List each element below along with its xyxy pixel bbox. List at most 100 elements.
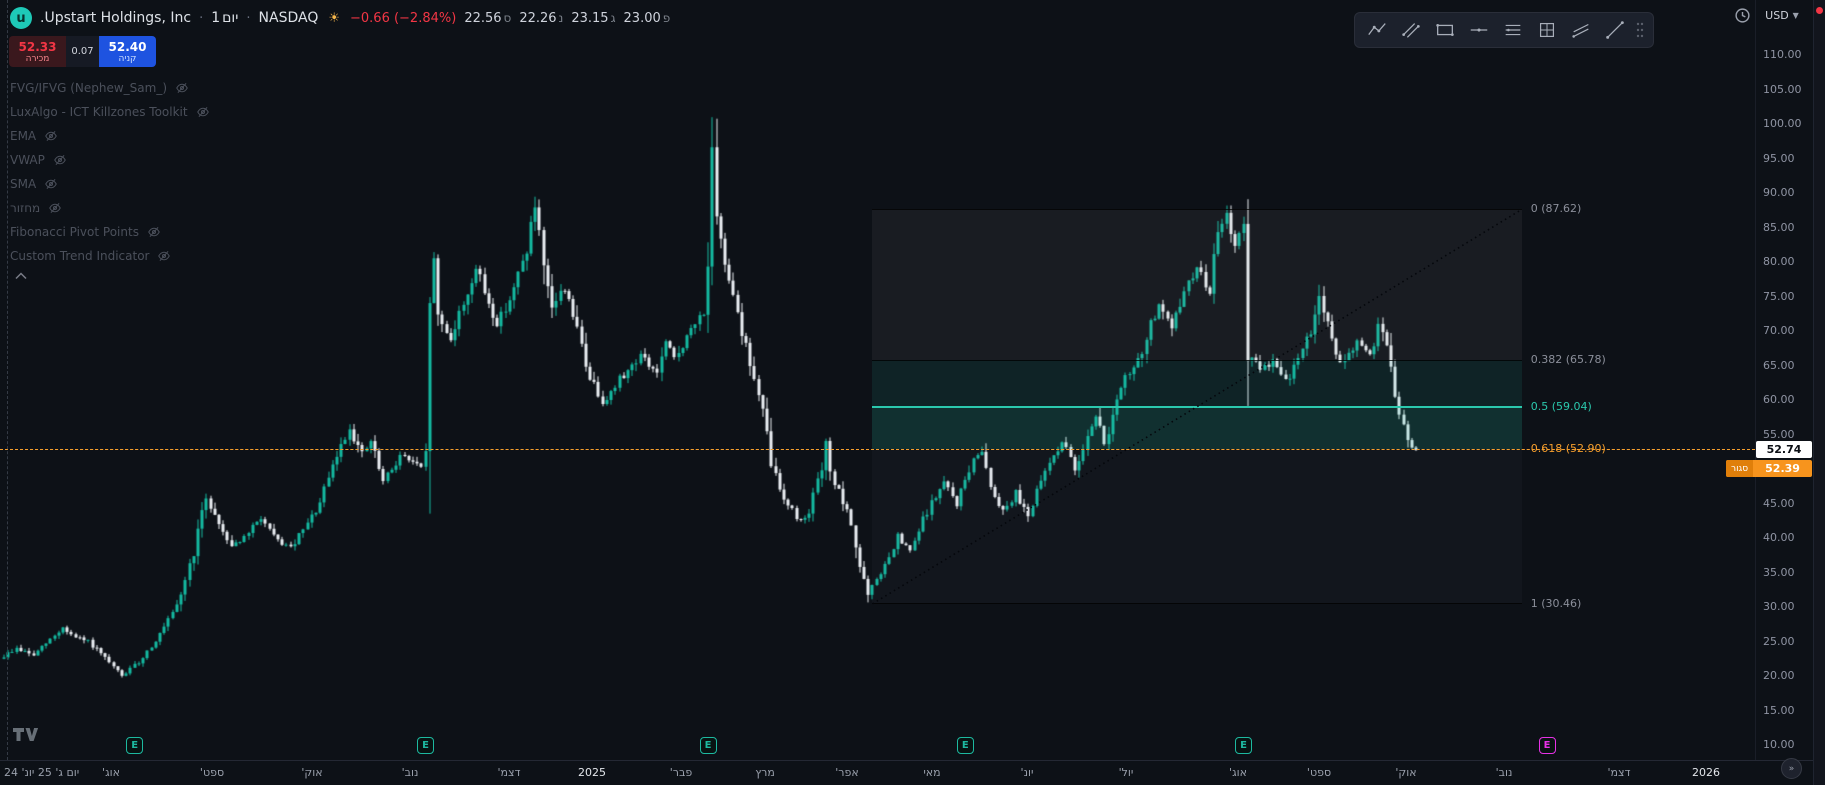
measure-tool-button[interactable] [1599,15,1631,45]
indicator-row[interactable]: מחזור [10,196,210,220]
market-clock-icon[interactable] [1734,7,1751,28]
price-levels-tool-button[interactable] [1497,15,1529,45]
time-axis-label: מאי [923,766,941,779]
interval-value[interactable]: 1 [211,10,221,26]
separator: · [246,10,251,26]
price-scale-label: 40.00 [1763,531,1795,544]
time-axis-label: דצמ' [1607,766,1631,779]
buy-label: קניה [118,53,137,64]
earnings-badge[interactable]: E [699,737,717,754]
eye-off-icon [45,179,58,189]
indicator-list: FVG/IFVG (Nephew_Sam_) LuxAlgo - ICT Kill… [10,76,210,268]
price-scale-label: 70.00 [1763,324,1795,337]
toolbar-drag-handle[interactable] [1633,15,1647,45]
separator: · [199,10,204,26]
earnings-badge[interactable]: E [1235,737,1252,754]
ohlc-open: 23.00 פ [623,10,671,26]
horizontal-line-tool-button[interactable] [1463,15,1495,45]
buy-button[interactable]: 52.40 קניה [99,36,156,67]
indicator-row[interactable]: VWAP [10,148,210,172]
drawing-toolbar [1354,12,1654,48]
collapse-indicators-button[interactable] [12,268,30,283]
indicator-label: SMA [10,177,37,191]
time-axis-label: ספט' [1306,766,1332,779]
trend-polyline-tool-button[interactable] [1361,15,1393,45]
crosshair-vertical-line [7,0,8,760]
price-scale-label: 85.00 [1763,220,1795,234]
chevron-down-icon: ▼ [1792,10,1799,20]
indicator-label: FVG/IFVG (Nephew_Sam_) [10,81,168,95]
trade-panel: 52.33 מכירה 0.07 52.40 קניה [9,36,156,67]
crosshair-date-label: יום ג' 25 יונ' 24 [4,766,80,779]
earnings-badge[interactable]: E [956,737,974,754]
fib-box-tool-button[interactable] [1531,15,1563,45]
eye-off-icon [148,227,160,237]
angle-lines-tool-button[interactable] [1565,15,1597,45]
time-scale[interactable]: יום ג' 25 יונ' 24 אוג' ספט' אוק' נוב' דצמ' 20… [0,760,1825,785]
price-scale[interactable]: 110.00 105.00 100.00 95.00 90.00 85.00 80.00 75… [1755,0,1813,760]
time-axis-label: פבר' [669,766,693,779]
grip-dots-icon [1636,22,1644,38]
price-scale-label: 20.00 [1763,669,1795,682]
ohlc-close: 22.56 ס [464,10,512,26]
indicator-label: מחזור [10,201,41,215]
earnings-badge[interactable]: E [417,737,435,754]
price-change: −0.66 (−2.84%) [350,10,457,26]
close-order-tag[interactable]: סגור [1726,460,1754,477]
indicator-row[interactable]: Fibonacci Pivot Points [10,220,210,244]
earnings-badge[interactable]: E [1538,737,1556,754]
time-axis-label: ספט' [199,766,225,779]
symbol-logo[interactable]: u [10,7,32,29]
currency-value: USD [1765,8,1789,22]
eye-off-icon [196,107,209,117]
interval-unit[interactable]: יום [222,10,239,26]
last-price-label: 52.74 [1756,441,1812,458]
symbol-title[interactable]: Upstart Holdings, Inc. [40,10,192,26]
symbol-header: u Upstart Holdings, Inc. · 1 יום · NASDAQ… [10,6,670,30]
time-axis-label: דצמ' [497,766,521,779]
price-scale-label: 60.00 [1763,393,1795,406]
trend-polyline-icon [1368,23,1386,35]
rectangle-tool-button[interactable] [1429,15,1461,45]
time-axis-label: אפר' [835,766,859,779]
indicator-label: Fibonacci Pivot Points [10,225,139,239]
indicator-label: Custom Trend Indicator [10,249,150,263]
parallel-channel-tool-button[interactable] [1395,15,1427,45]
parallel-channel-icon [1402,23,1420,38]
sell-button[interactable]: 52.33 מכירה [9,36,66,67]
indicator-row[interactable]: FVG/IFVG (Nephew_Sam_) [10,76,210,100]
go-to-realtime-button[interactable]: » [1781,758,1802,779]
price-scale-label: 15.00 [1763,703,1795,717]
time-axis-label: נוב' [401,766,419,779]
price-scale-label: 75.00 [1763,289,1795,303]
price-scale-label: 80.00 [1763,255,1795,268]
indicator-row[interactable]: SMA [10,172,210,196]
currency-selector[interactable]: USD ▼ [1756,5,1808,25]
indicator-row[interactable]: LuxAlgo - ICT Killzones Toolkit [10,100,210,124]
chevron-up-icon [15,272,27,280]
exchange-name: NASDAQ [258,10,319,26]
indicator-row[interactable]: Custom Trend Indicator [10,244,210,268]
sell-price: 52.33 [18,39,57,54]
time-axis-label: אוג' [102,766,120,779]
price-scale-label: 105.00 [1763,82,1802,96]
indicator-row[interactable]: EMA [10,124,210,148]
close-position-button[interactable]: סגור 52.39 [1726,460,1812,477]
time-axis-label: יונ' [1020,766,1034,779]
eye-off-icon [158,251,171,261]
tradingview-logo[interactable] [12,727,39,746]
eye-off-icon [45,131,57,141]
ohlc-high: 23.15 ג [571,10,616,26]
earnings-badge[interactable]: E [126,737,144,754]
eye-off-icon [49,203,62,213]
collapsed-right-sidebar[interactable] [1813,0,1825,785]
indicator-label: LuxAlgo - ICT Killzones Toolkit [10,105,188,119]
measure-ruler-icon [1606,21,1624,39]
price-scale-label: 30.00 [1763,600,1795,613]
ohlc-low: 22.26 נ [519,10,564,26]
close-order-price: 52.39 [1765,462,1800,475]
spread-value: 0.07 [66,36,99,67]
horizontal-line-icon [1470,28,1488,32]
